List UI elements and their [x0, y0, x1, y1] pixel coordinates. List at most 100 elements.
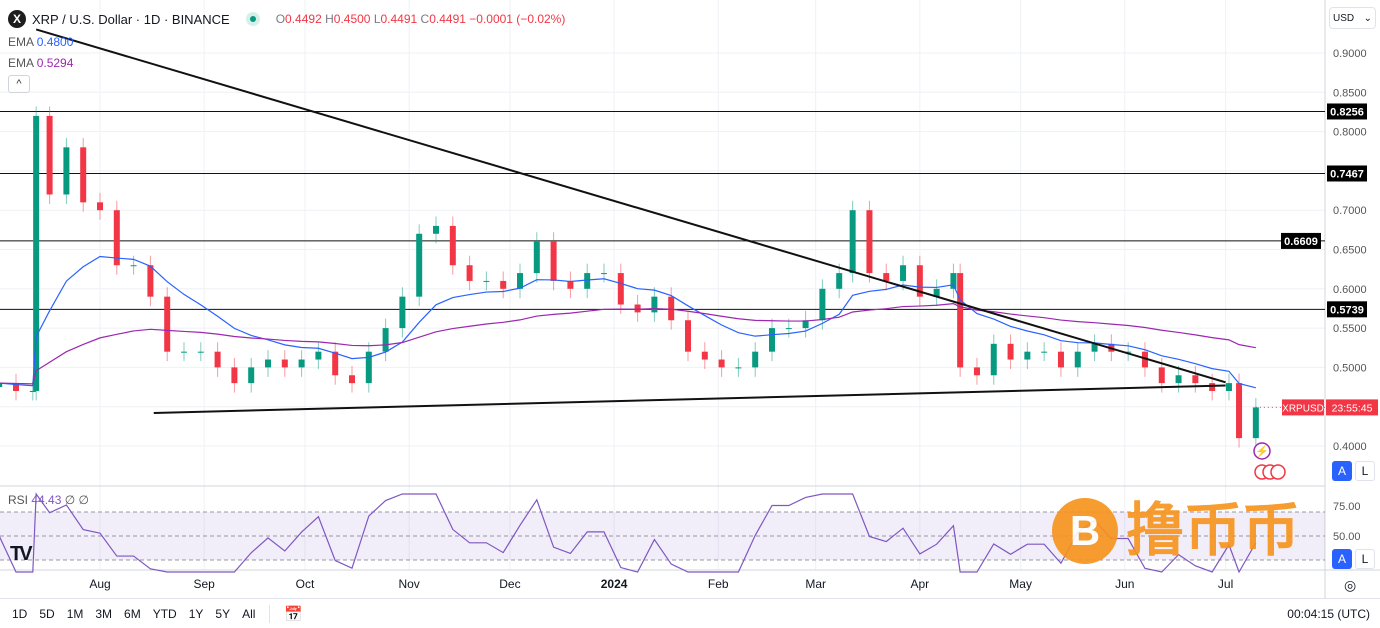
rsi-auto-scale-button[interactable]: A [1332, 549, 1352, 569]
candle-body [533, 241, 540, 274]
candle-body [1024, 351, 1031, 360]
candle-body [1091, 343, 1098, 352]
candle-body [634, 304, 641, 313]
xrp-logo-icon: X [8, 10, 26, 28]
candle-body [1209, 383, 1216, 391]
trendline [35, 28, 1226, 384]
candle-body [1225, 383, 1232, 391]
range-ytd[interactable]: YTD [152, 606, 177, 621]
candle-body [33, 115, 40, 391]
candle-body [298, 359, 305, 368]
candle-body [315, 351, 322, 360]
range-6m[interactable]: 6M [124, 606, 141, 621]
watermark: B 撸币币 [1052, 498, 1300, 564]
candle-body [849, 210, 856, 274]
y-tick-label: 0.6000 [1333, 284, 1367, 296]
candle-body [181, 351, 187, 353]
candle-body [550, 241, 557, 281]
candle-body [701, 351, 708, 360]
candle-body [517, 273, 523, 289]
candle-body [752, 351, 759, 368]
level-price-tag [1327, 165, 1367, 182]
candle-body [866, 210, 873, 274]
candle-body [332, 351, 339, 376]
candle-body [1074, 351, 1081, 368]
range-1m[interactable]: 1M [66, 606, 84, 621]
candle-body [433, 225, 439, 234]
ema-slow-legend[interactable]: EMA 0.5294 [8, 56, 74, 70]
y-tick-label: 0.8000 [1333, 127, 1367, 139]
candle-body [1007, 343, 1014, 360]
x-tick-label: Sep [193, 577, 215, 591]
chevron-down-icon: ⌄ [1363, 13, 1372, 24]
ema-fast-legend[interactable]: EMA 0.4800 [8, 35, 74, 49]
collapse-legend-button[interactable]: ^ [8, 75, 30, 93]
settings-eye-icon[interactable]: ◎ [1344, 577, 1357, 593]
level-price-label: 0.6609 [1284, 236, 1318, 248]
candle-body [973, 367, 980, 376]
candle-body [416, 233, 423, 297]
price-change: −0.0001 (−0.02%) [469, 12, 566, 26]
candle-body [382, 328, 389, 352]
candle-body [769, 328, 775, 352]
candle-body [365, 351, 372, 384]
candle-body [248, 367, 255, 384]
symbol-tag-bg [1282, 399, 1324, 416]
candle-body [1192, 375, 1199, 384]
log-scale-button[interactable]: L [1355, 461, 1375, 481]
x-tick-label: Feb [708, 577, 729, 591]
currency-select[interactable]: USD ⌄ [1329, 7, 1376, 29]
clock[interactable]: 00:04:15 (UTC) [1287, 607, 1370, 621]
x-tick-label: Dec [499, 577, 520, 591]
x-tick-label: Jun [1115, 577, 1134, 591]
candle-body [601, 273, 607, 275]
range-5y[interactable]: 5Y [215, 606, 231, 621]
candle-body [685, 320, 691, 352]
market-status-icon [245, 12, 260, 26]
candle-body [567, 280, 574, 289]
range-3m[interactable]: 3M [95, 606, 113, 621]
rsi-log-scale-button[interactable]: L [1355, 549, 1375, 569]
candle-body [231, 367, 238, 384]
candle-body [63, 147, 70, 195]
candle-body [1041, 351, 1048, 353]
candle-body [466, 265, 473, 281]
candle-body [147, 265, 154, 297]
rsi-line [0, 492, 1257, 574]
x-tick-label: May [1009, 577, 1032, 591]
divider [269, 604, 271, 623]
range-1d[interactable]: 1D [12, 606, 28, 621]
y-tick-label: 0.8500 [1333, 87, 1367, 99]
tradingview-logo[interactable]: TV [10, 543, 32, 565]
candle-body [1141, 351, 1148, 368]
candle-body [97, 202, 103, 211]
candle-body [164, 296, 171, 352]
candle-body [668, 296, 675, 321]
x-tick-label: Jul [1218, 577, 1233, 591]
symbol-tag: XRPUSD [1282, 403, 1324, 414]
range-all[interactable]: All [242, 606, 256, 621]
rsi-legend[interactable]: RSI 44.43 ∅ ∅ [8, 493, 89, 507]
candle-body [819, 288, 826, 321]
auto-scale-button[interactable]: A [1332, 461, 1352, 481]
y-tick-label: 0.5500 [1333, 323, 1367, 335]
y-tick-label: 0.4000 [1333, 441, 1367, 453]
x-tick-label: 2024 [601, 577, 628, 591]
candle-body [990, 343, 997, 376]
y-tick-label: 0.9000 [1333, 48, 1367, 60]
candle-body [197, 351, 204, 353]
candle-body [957, 273, 964, 368]
candle-body [214, 351, 221, 368]
calendar-goto-icon[interactable]: 📅 [284, 605, 304, 623]
level-price-label: 0.5739 [1330, 304, 1364, 316]
range-1y[interactable]: 1Y [188, 606, 204, 621]
candle-body [718, 359, 725, 368]
range-5d[interactable]: 5D [39, 606, 55, 621]
bottom-toolbar: 1D 5D 1M 3M 6M YTD 1Y 5Y All 📅 00:04:15 (UTC) [0, 598, 1380, 628]
x-tick-label: Nov [398, 577, 419, 591]
price-chart[interactable]: Aug Sep Oct Nov Dec 2024 Feb Mar Apr May Jun Jul 0.4… [0, 0, 1380, 598]
countdown-bg [1326, 399, 1378, 416]
candle-body [651, 296, 658, 313]
range-buttons: 1D 5D 1M 3M 6M YTD 1Y 5Y All [0, 607, 255, 621]
symbol-title[interactable]: XRP / U.S. Dollar · 1D · BINANCE [32, 11, 230, 27]
